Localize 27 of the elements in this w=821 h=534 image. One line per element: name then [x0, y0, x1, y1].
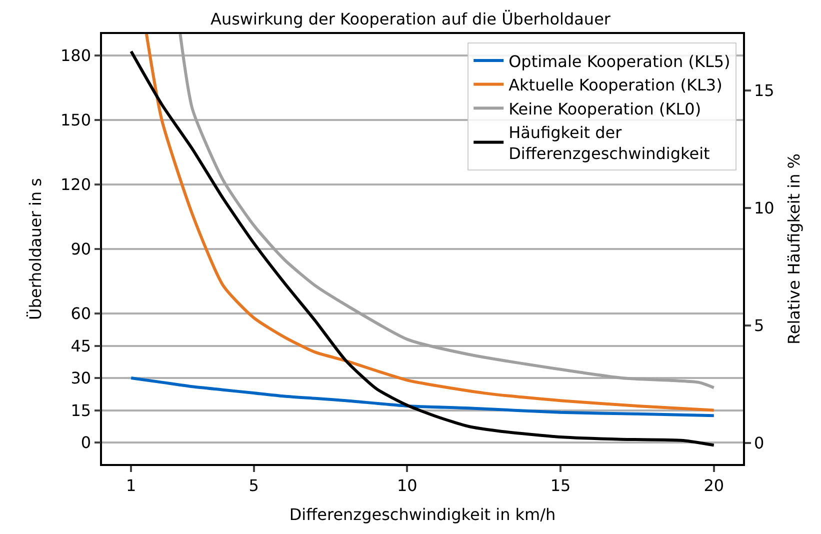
- y-tick-label: 30: [70, 368, 92, 388]
- legend-label: Keine Kooperation (KL0): [508, 99, 702, 118]
- y-tick-label: 45: [70, 336, 92, 356]
- y-tick-label: 90: [70, 240, 92, 259]
- y-tick-label: 180: [60, 46, 92, 66]
- y-axis-title: Überholdauer in s: [26, 178, 45, 320]
- x-tick-label: 10: [396, 476, 418, 495]
- x-tick-label: 5: [248, 476, 259, 495]
- y2-tick-label: 5: [754, 316, 764, 335]
- y2-tick-label: 15: [754, 80, 774, 100]
- chart-title: Auswirkung der Kooperation auf die Überholdauer: [210, 10, 611, 29]
- y-tick-label: 150: [60, 110, 92, 130]
- legend-label: Aktuelle Kooperation (KL3): [508, 76, 722, 95]
- x-tick-label: 20: [704, 476, 724, 495]
- y2-tick-label: 0: [754, 433, 764, 452]
- y-tick-label: 0: [80, 433, 92, 452]
- x-tick-label: 1: [126, 476, 136, 495]
- legend-label: Optimale Kooperation (KL5): [508, 52, 730, 71]
- y-tick-label: 60: [70, 304, 92, 324]
- y-tick-label: 120: [60, 175, 92, 194]
- x-tick-label: 15: [550, 476, 571, 495]
- legend-label: Häufigkeit der Differenzgeschwindigkeit: [508, 123, 710, 163]
- y2-tick-label: 10: [754, 198, 774, 218]
- y2-axis-title: Relative Häufigkeit in %: [784, 153, 804, 345]
- line-series: [130, 376, 716, 418]
- y-tick-label: 15: [70, 400, 92, 420]
- x-axis-title: Differenzgeschwindigkeit in km/h: [289, 505, 556, 524]
